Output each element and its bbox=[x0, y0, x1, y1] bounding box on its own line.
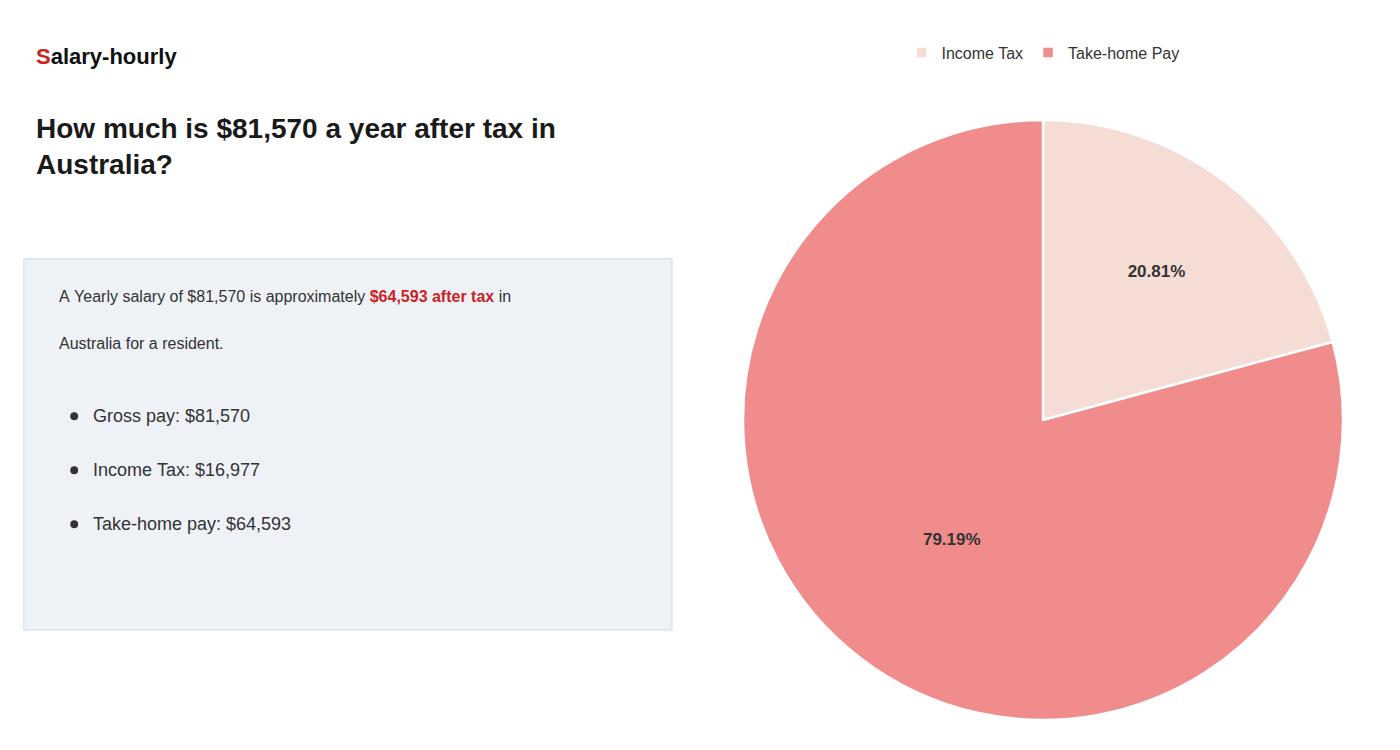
svg-text:Income Tax: Income Tax bbox=[942, 45, 1024, 62]
svg-text:Australia for a resident.: Australia for a resident. bbox=[59, 335, 224, 352]
svg-text:Gross pay: $81,570: Gross pay: $81,570 bbox=[93, 406, 250, 426]
svg-text:Income Tax: $16,977: Income Tax: $16,977 bbox=[93, 460, 260, 480]
svg-text:Take-home pay: $64,593: Take-home pay: $64,593 bbox=[93, 514, 291, 534]
svg-text:Salary-hourly: Salary-hourly bbox=[36, 44, 177, 69]
svg-text:How much is $81,570 a year aft: How much is $81,570 a year after tax inA… bbox=[36, 113, 556, 180]
svg-text:79.19%: 79.19% bbox=[923, 530, 981, 549]
svg-text:20.81%: 20.81% bbox=[1128, 262, 1186, 281]
svg-text:A Yearly salary of $81,570 is: A Yearly salary of $81,570 is approximat… bbox=[59, 288, 511, 305]
svg-text:Take-home Pay: Take-home Pay bbox=[1068, 45, 1179, 62]
